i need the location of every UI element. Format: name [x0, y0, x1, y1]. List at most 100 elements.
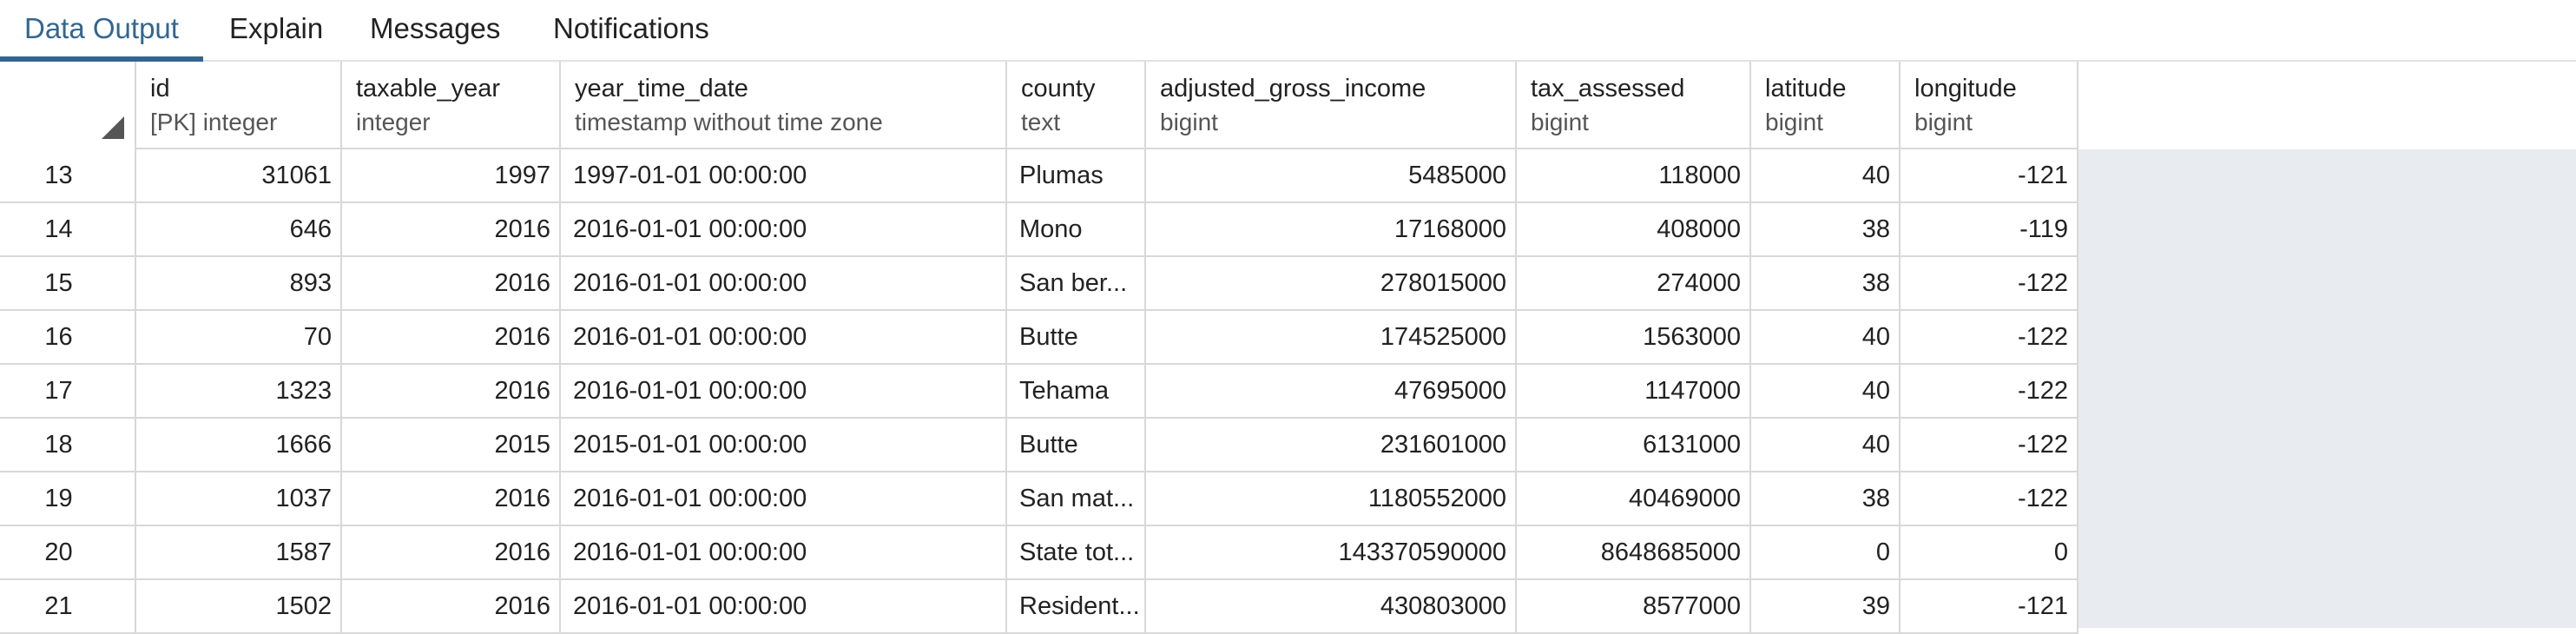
cell-taxable_year[interactable]: 2015: [342, 419, 561, 471]
cell-latitude[interactable]: 38: [1751, 257, 1901, 309]
cell-latitude[interactable]: 40: [1751, 365, 1901, 417]
cell-tax_assessed[interactable]: 8648685000: [1517, 526, 1751, 578]
cell-latitude[interactable]: 40: [1751, 419, 1901, 471]
row-number[interactable]: 20: [0, 526, 136, 578]
cell-id[interactable]: 1323: [136, 365, 342, 417]
row-number[interactable]: 21: [0, 580, 136, 632]
cell-county[interactable]: San mat...: [1007, 472, 1146, 525]
cell-id[interactable]: 70: [136, 311, 342, 363]
tab-messages[interactable]: Messages: [370, 12, 501, 44]
cell-id[interactable]: 1666: [136, 419, 342, 471]
cell-tax_assessed[interactable]: 1147000: [1517, 365, 1751, 417]
cell-year_time_date[interactable]: 1997-01-01 00:00:00: [561, 149, 1007, 201]
table-row[interactable]: 21 1502 2016 2016-01-01 00:00:00 Resident...…: [0, 580, 2079, 634]
cell-longitude[interactable]: 0: [1901, 526, 2079, 578]
cell-latitude[interactable]: 38: [1751, 203, 1901, 255]
cell-latitude[interactable]: 40: [1751, 311, 1901, 363]
cell-adjusted_gross_income[interactable]: 47695000: [1146, 365, 1517, 417]
select-all-corner[interactable]: [0, 62, 136, 149]
column-header-2[interactable]: year_time_date timestamp without time zon…: [561, 62, 1007, 149]
cell-taxable_year[interactable]: 2016: [342, 365, 561, 417]
cell-latitude[interactable]: 40: [1751, 149, 1901, 201]
cell-longitude[interactable]: -121: [1901, 580, 2079, 632]
cell-longitude[interactable]: -119: [1901, 203, 2079, 255]
cell-year_time_date[interactable]: 2016-01-01 00:00:00: [561, 580, 1007, 632]
cell-longitude[interactable]: -121: [1901, 149, 2079, 201]
cell-taxable_year[interactable]: 2016: [342, 257, 561, 309]
cell-taxable_year[interactable]: 2016: [342, 580, 561, 632]
cell-latitude[interactable]: 38: [1751, 472, 1901, 525]
cell-taxable_year[interactable]: 2016: [342, 526, 561, 578]
column-header-6[interactable]: latitude bigint: [1751, 62, 1901, 149]
cell-latitude[interactable]: 39: [1751, 580, 1901, 632]
tab-data-output[interactable]: Data Output: [0, 0, 203, 62]
cell-tax_assessed[interactable]: 8577000: [1517, 580, 1751, 632]
cell-year_time_date[interactable]: 2016-01-01 00:00:00: [561, 472, 1007, 525]
cell-adjusted_gross_income[interactable]: 1180552000: [1146, 472, 1517, 525]
column-header-5[interactable]: tax_assessed bigint: [1517, 62, 1751, 149]
row-number[interactable]: 17: [0, 365, 136, 417]
cell-year_time_date[interactable]: 2016-01-01 00:00:00: [561, 365, 1007, 417]
cell-taxable_year[interactable]: 2016: [342, 311, 561, 363]
cell-id[interactable]: 646: [136, 203, 342, 255]
row-number[interactable]: 13: [0, 149, 136, 201]
cell-longitude[interactable]: -122: [1901, 257, 2079, 309]
cell-taxable_year[interactable]: 2016: [342, 472, 561, 525]
cell-id[interactable]: 1037: [136, 472, 342, 525]
cell-taxable_year[interactable]: 2016: [342, 203, 561, 255]
tab-explain[interactable]: Explain: [229, 12, 324, 44]
cell-adjusted_gross_income[interactable]: 231601000: [1146, 419, 1517, 471]
column-header-4[interactable]: adjusted_gross_income bigint: [1146, 62, 1517, 149]
table-row[interactable]: 19 1037 2016 2016-01-01 00:00:00 San mat... 1…: [0, 472, 2079, 526]
row-number[interactable]: 16: [0, 311, 136, 363]
cell-tax_assessed[interactable]: 40469000: [1517, 472, 1751, 525]
cell-tax_assessed[interactable]: 1563000: [1517, 311, 1751, 363]
table-row[interactable]: 14 646 2016 2016-01-01 00:00:00 Mono 17168000…: [0, 203, 2079, 257]
cell-county[interactable]: Tehama: [1007, 365, 1146, 417]
cell-year_time_date[interactable]: 2016-01-01 00:00:00: [561, 311, 1007, 363]
column-header-3[interactable]: county text: [1007, 62, 1146, 149]
cell-year_time_date[interactable]: 2015-01-01 00:00:00: [561, 419, 1007, 471]
row-number[interactable]: 14: [0, 203, 136, 255]
cell-id[interactable]: 1502: [136, 580, 342, 632]
cell-adjusted_gross_income[interactable]: 174525000: [1146, 311, 1517, 363]
table-row[interactable]: 16 70 2016 2016-01-01 00:00:00 Butte 17452500…: [0, 311, 2079, 365]
cell-county[interactable]: Butte: [1007, 419, 1146, 471]
cell-adjusted_gross_income[interactable]: 278015000: [1146, 257, 1517, 309]
cell-adjusted_gross_income[interactable]: 5485000: [1146, 149, 1517, 201]
column-header-7[interactable]: longitude bigint: [1901, 62, 2079, 149]
cell-longitude[interactable]: -122: [1901, 365, 2079, 417]
cell-id[interactable]: 31061: [136, 149, 342, 201]
cell-year_time_date[interactable]: 2016-01-01 00:00:00: [561, 257, 1007, 309]
column-header-0[interactable]: id [PK] integer: [136, 62, 342, 149]
table-row[interactable]: 17 1323 2016 2016-01-01 00:00:00 Tehama 47695…: [0, 365, 2079, 419]
cell-tax_assessed[interactable]: 6131000: [1517, 419, 1751, 471]
row-number[interactable]: 15: [0, 257, 136, 309]
column-header-1[interactable]: taxable_year integer: [342, 62, 561, 149]
cell-year_time_date[interactable]: 2016-01-01 00:00:00: [561, 203, 1007, 255]
cell-tax_assessed[interactable]: 274000: [1517, 257, 1751, 309]
row-number[interactable]: 18: [0, 419, 136, 471]
cell-adjusted_gross_income[interactable]: 17168000: [1146, 203, 1517, 255]
cell-longitude[interactable]: -122: [1901, 419, 2079, 471]
cell-adjusted_gross_income[interactable]: 430803000: [1146, 580, 1517, 632]
table-row[interactable]: 15 893 2016 2016-01-01 00:00:00 San ber... 27…: [0, 257, 2079, 311]
cell-county[interactable]: State tot...: [1007, 526, 1146, 578]
table-row[interactable]: 20 1587 2016 2016-01-01 00:00:00 State tot..…: [0, 526, 2079, 580]
table-row[interactable]: 18 1666 2015 2015-01-01 00:00:00 Butte 231601…: [0, 419, 2079, 472]
cell-longitude[interactable]: -122: [1901, 311, 2079, 363]
cell-county[interactable]: Butte: [1007, 311, 1146, 363]
tab-notifications[interactable]: Notifications: [553, 12, 709, 44]
cell-county[interactable]: San ber...: [1007, 257, 1146, 309]
cell-county[interactable]: Resident...: [1007, 580, 1146, 632]
cell-taxable_year[interactable]: 1997: [342, 149, 561, 201]
cell-id[interactable]: 1587: [136, 526, 342, 578]
cell-tax_assessed[interactable]: 118000: [1517, 149, 1751, 201]
cell-longitude[interactable]: -122: [1901, 472, 2079, 525]
cell-latitude[interactable]: 0: [1751, 526, 1901, 578]
table-row[interactable]: 13 31061 1997 1997-01-01 00:00:00 Plumas 5485…: [0, 149, 2079, 203]
cell-tax_assessed[interactable]: 408000: [1517, 203, 1751, 255]
cell-county[interactable]: Plumas: [1007, 149, 1146, 201]
cell-adjusted_gross_income[interactable]: 143370590000: [1146, 526, 1517, 578]
cell-year_time_date[interactable]: 2016-01-01 00:00:00: [561, 526, 1007, 578]
